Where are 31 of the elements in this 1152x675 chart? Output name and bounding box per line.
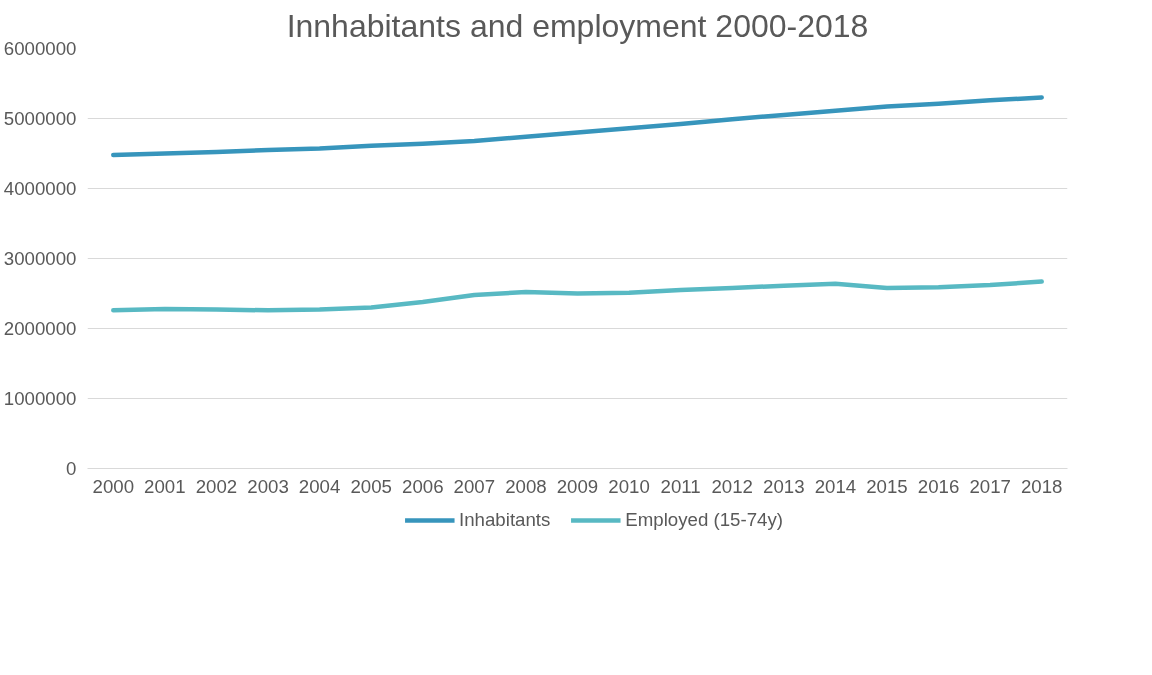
x-tick-label: 2001: [144, 475, 186, 497]
x-tick-label: 2005: [350, 475, 392, 497]
x-tick-label: 2009: [556, 475, 599, 497]
x-tick-label: 2002: [195, 475, 238, 497]
y-tick-label: 2000000: [3, 318, 77, 339]
x-tick-label: 2011: [660, 475, 701, 497]
x-tick-label: 2014: [814, 475, 857, 497]
x-tick-label: 2003: [247, 475, 289, 497]
x-tick-label: 2018: [1020, 475, 1063, 497]
y-tick-label: 3000000: [3, 248, 77, 269]
x-tick-label: 2015: [866, 475, 908, 497]
y-tick-label: 4000000: [3, 178, 77, 199]
x-tick-label: 2007: [453, 475, 496, 497]
legend-label: Employed (15-74y): [625, 509, 783, 531]
legend-label: Inhabitants: [459, 509, 551, 531]
x-tick-label: 2013: [763, 475, 805, 497]
line-series: [111, 279, 1044, 313]
y-tick-label: 0: [66, 458, 77, 479]
x-tick-label: 2008: [505, 475, 547, 497]
x-tick-label: 2010: [608, 475, 650, 497]
y-tick-label: 6000000: [3, 38, 77, 59]
x-tick-label: 2006: [402, 475, 444, 497]
x-tick-label: 2012: [711, 475, 753, 497]
x-tick-label: 2000: [92, 475, 135, 497]
line-series: [111, 95, 1044, 158]
x-tick-label: 2016: [917, 475, 960, 497]
x-tick-label: 2004: [298, 475, 341, 497]
chart-title: Innhabitants and employment 2000-2018: [286, 7, 869, 44]
y-tick-label: 5000000: [3, 108, 77, 129]
y-tick-label: 1000000: [3, 388, 77, 409]
x-tick-label: 2017: [969, 475, 1011, 497]
